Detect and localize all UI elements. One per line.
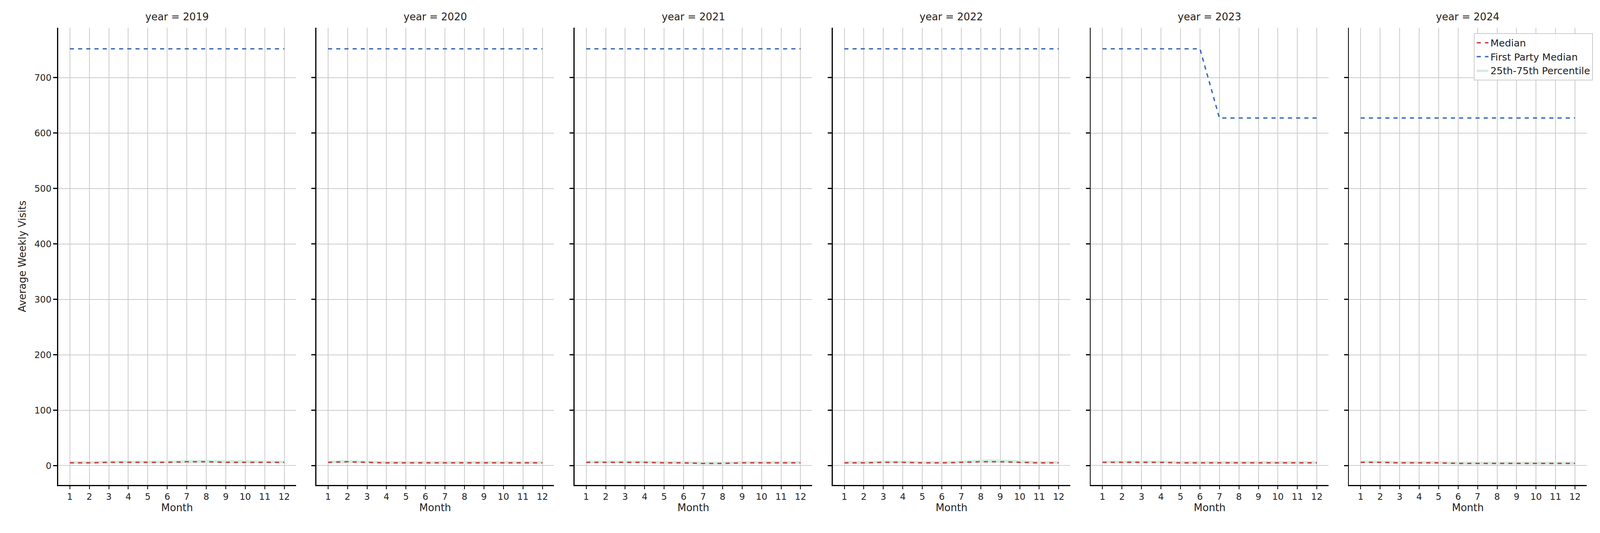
svg-text:3: 3 [622, 491, 629, 502]
svg-text:8: 8 [1494, 491, 1500, 502]
svg-text:1: 1 [1099, 491, 1106, 502]
svg-text:10: 10 [1014, 491, 1026, 502]
svg-text:year = 2020: year = 2020 [403, 10, 468, 23]
svg-text:1: 1 [841, 491, 848, 502]
svg-text:8: 8 [461, 491, 468, 502]
svg-text:3: 3 [364, 491, 370, 502]
svg-text:4: 4 [1158, 491, 1165, 502]
svg-text:Month: Month [419, 501, 452, 514]
svg-text:year = 2019: year = 2019 [145, 10, 209, 23]
svg-text:2: 2 [1377, 491, 1384, 502]
svg-text:Median: Median [1490, 37, 1526, 49]
svg-text:3: 3 [880, 491, 887, 502]
svg-text:Month: Month [160, 501, 193, 514]
svg-text:5: 5 [1435, 491, 1442, 502]
svg-text:year = 2024: year = 2024 [1435, 10, 1500, 23]
svg-text:2: 2 [602, 491, 609, 502]
svg-text:9: 9 [997, 491, 1004, 502]
svg-text:5: 5 [919, 491, 926, 502]
svg-text:4: 4 [900, 491, 906, 502]
svg-text:10: 10 [755, 491, 768, 502]
svg-text:1: 1 [325, 491, 331, 502]
svg-text:year = 2021: year = 2021 [661, 10, 726, 23]
svg-text:5: 5 [403, 491, 409, 502]
svg-text:7: 7 [183, 491, 190, 502]
svg-text:12: 12 [1569, 491, 1581, 502]
svg-text:Average Weekly Visits: Average Weekly Visits [16, 200, 29, 313]
svg-text:2: 2 [344, 491, 351, 502]
svg-text:4: 4 [383, 491, 390, 502]
svg-text:200: 200 [34, 350, 52, 361]
svg-text:First Party Median: First Party Median [1490, 51, 1578, 63]
svg-text:10: 10 [497, 491, 509, 502]
svg-text:Month: Month [1193, 501, 1226, 514]
svg-text:11: 11 [1550, 491, 1562, 502]
svg-text:12: 12 [794, 491, 807, 502]
svg-text:9: 9 [481, 491, 488, 502]
svg-text:9: 9 [1513, 491, 1520, 502]
svg-text:11: 11 [775, 491, 787, 502]
svg-text:100: 100 [34, 405, 52, 416]
svg-text:11: 11 [1291, 491, 1304, 502]
svg-text:5: 5 [1177, 491, 1184, 502]
svg-text:9: 9 [223, 491, 229, 502]
svg-text:6: 6 [164, 491, 171, 502]
svg-text:500: 500 [34, 183, 52, 194]
svg-text:6: 6 [939, 491, 945, 502]
svg-text:2: 2 [86, 491, 93, 502]
svg-text:1: 1 [1357, 491, 1364, 502]
svg-text:400: 400 [34, 239, 52, 250]
svg-text:12: 12 [1311, 491, 1323, 502]
svg-text:0: 0 [45, 460, 52, 472]
svg-text:11: 11 [258, 491, 271, 502]
svg-text:Month: Month [1451, 501, 1484, 514]
svg-text:10: 10 [239, 491, 251, 502]
svg-text:8: 8 [719, 491, 726, 502]
svg-text:600: 600 [34, 128, 52, 139]
svg-text:12: 12 [278, 491, 290, 502]
svg-text:10: 10 [1530, 491, 1542, 502]
svg-text:7: 7 [1474, 491, 1481, 502]
svg-text:3: 3 [105, 491, 112, 502]
svg-text:700: 700 [34, 72, 52, 83]
svg-text:7: 7 [958, 491, 965, 502]
svg-text:3: 3 [1138, 491, 1145, 502]
svg-text:12: 12 [536, 491, 549, 502]
svg-text:2: 2 [860, 491, 867, 502]
svg-text:8: 8 [1235, 491, 1242, 502]
svg-text:9: 9 [739, 491, 745, 502]
svg-text:2: 2 [1119, 491, 1125, 502]
svg-text:9: 9 [1255, 491, 1262, 502]
svg-text:year = 2022: year = 2022 [919, 10, 984, 23]
svg-text:1: 1 [67, 491, 74, 502]
svg-text:8: 8 [203, 491, 210, 502]
svg-text:5: 5 [661, 491, 668, 502]
svg-text:3: 3 [1396, 491, 1403, 502]
svg-text:10: 10 [1272, 491, 1284, 502]
svg-text:7: 7 [442, 491, 449, 502]
svg-text:1: 1 [583, 491, 590, 502]
svg-text:6: 6 [680, 491, 687, 502]
svg-text:6: 6 [422, 491, 429, 502]
svg-text:Month: Month [935, 501, 968, 514]
svg-text:year = 2023: year = 2023 [1177, 10, 1242, 23]
svg-text:Month: Month [677, 501, 710, 514]
svg-text:5: 5 [144, 491, 151, 502]
svg-text:25th-75th Percentile: 25th-75th Percentile [1490, 65, 1590, 77]
svg-text:6: 6 [1197, 491, 1204, 502]
svg-text:11: 11 [1033, 491, 1045, 502]
svg-text:4: 4 [641, 491, 648, 502]
svg-text:4: 4 [1416, 491, 1423, 502]
svg-text:7: 7 [1216, 491, 1223, 502]
svg-text:6: 6 [1455, 491, 1461, 502]
svg-text:12: 12 [1053, 491, 1065, 502]
svg-text:7: 7 [700, 491, 707, 502]
svg-text:300: 300 [34, 294, 52, 305]
svg-text:11: 11 [517, 491, 529, 502]
svg-text:8: 8 [977, 491, 984, 502]
svg-text:4: 4 [125, 491, 132, 502]
